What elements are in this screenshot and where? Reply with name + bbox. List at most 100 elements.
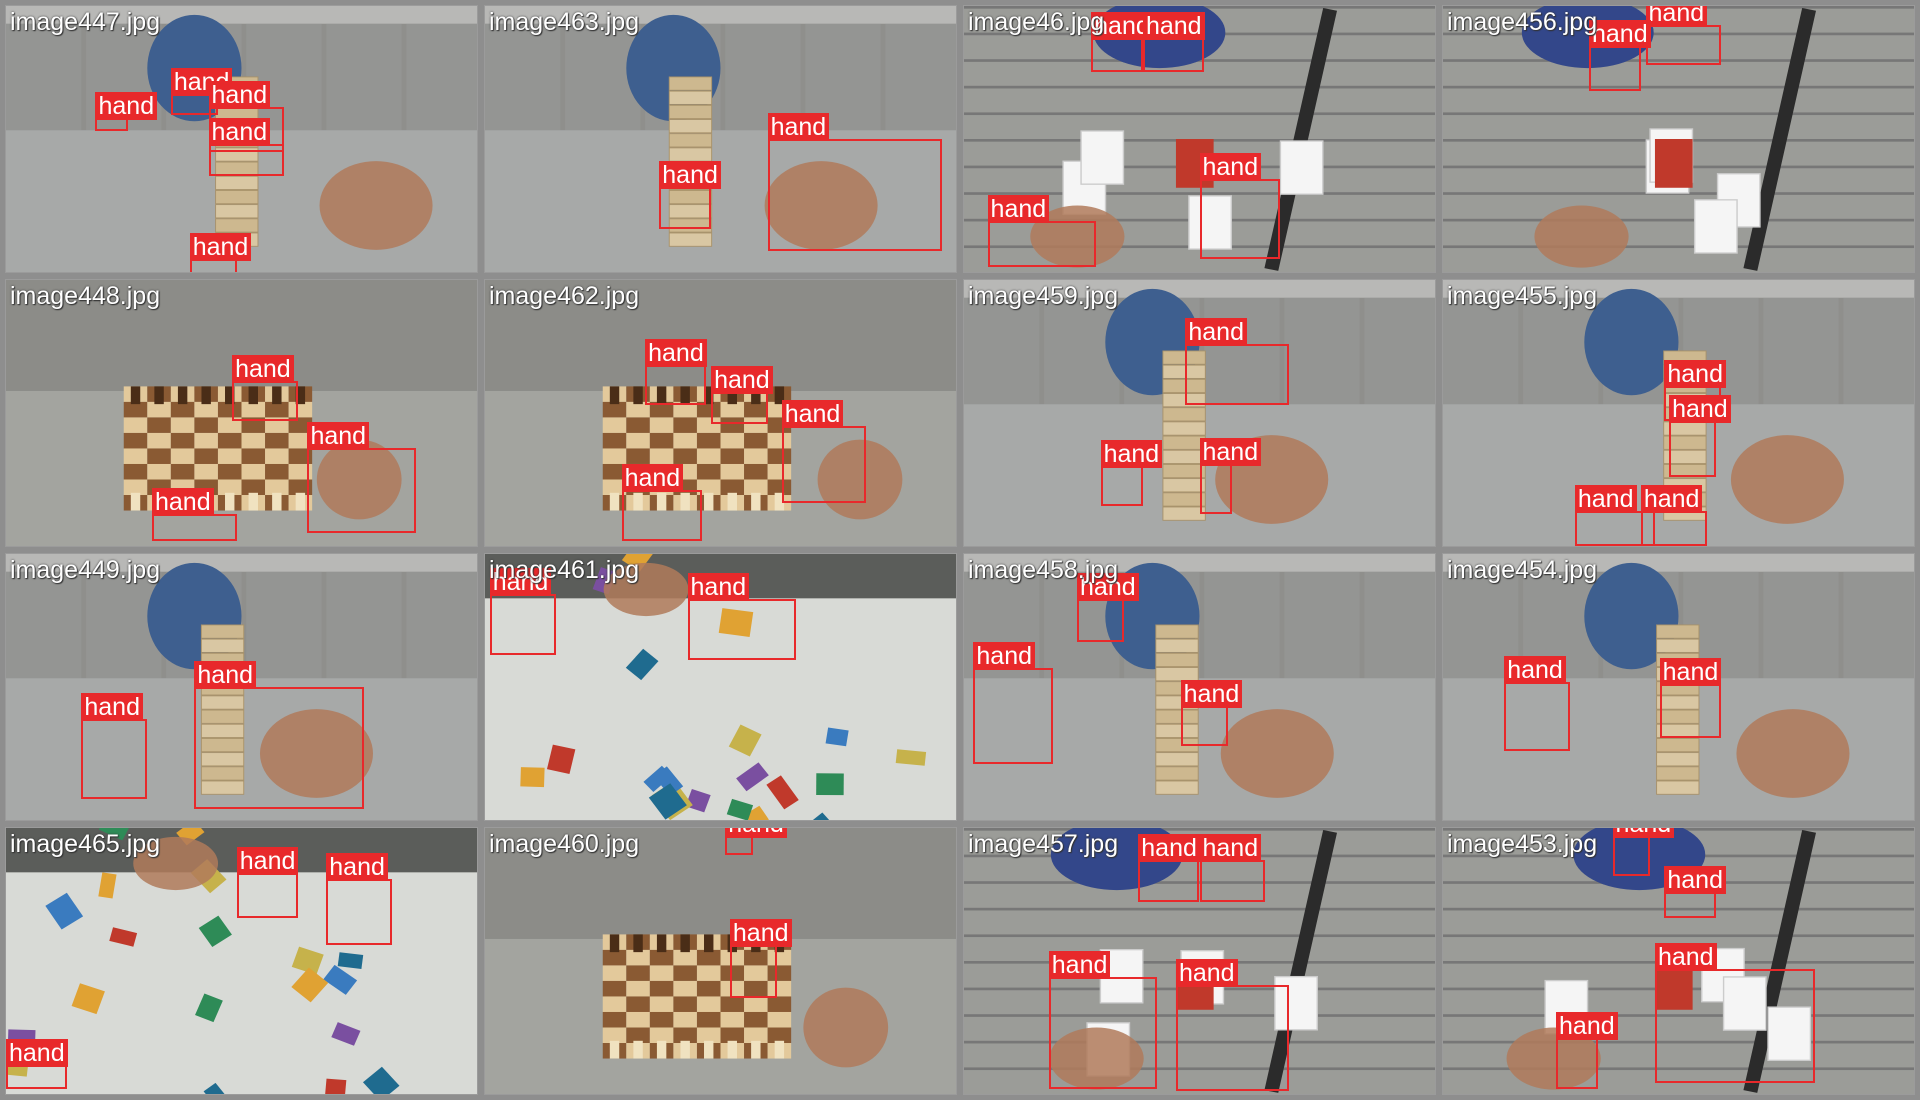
class-label: hand [6,1038,68,1067]
class-label: hand [711,365,773,394]
bounding-box: hand [1645,6,1721,65]
class-label: hand [1574,485,1637,514]
bounding-box: hand [729,919,792,999]
bounding-box: hand [1654,942,1816,1084]
class-label: hand [781,400,844,429]
class-label: hand [1669,394,1731,423]
class-label: hand [208,81,271,110]
bounding-box: hand [1659,658,1722,738]
image-tile: image461.jpg hand hand [484,553,957,821]
bounding-box: hand [687,573,796,661]
bounding-box: hand [1091,11,1153,73]
class-label: hand [194,661,257,689]
bounding-box: hand [189,232,252,272]
class-label: hand [729,919,792,948]
photo-chess [485,280,956,546]
bounding-box: hand [1142,11,1205,73]
filename-label: image453.jpg [1447,830,1598,858]
bounding-box: hand [1669,394,1731,477]
class-label: hand [307,421,370,450]
bounding-box: hand [208,118,284,177]
class-label: hand [1659,658,1722,687]
bounding-box: hand [767,113,942,251]
image-tile: image455.jpg hand hand hand hand [1442,279,1915,547]
class-label: hand [1142,11,1205,40]
bounding-box: hand [1664,360,1726,421]
filename-label: image456.jpg [1447,8,1598,36]
class-label: hand [687,573,750,602]
image-tile: image454.jpg hand hand [1442,553,1915,821]
bounding-box: hand [621,464,702,541]
class-label: hand [208,118,271,147]
image-tile: image447.jpg hand hand hand hand hand [5,5,478,273]
bounding-box: hand [725,828,787,855]
photo-jenga [1443,280,1914,546]
bounding-box: hand [645,339,707,405]
image-tile: image448.jpg hand hand hand [5,279,478,547]
class-label: hand [152,488,214,517]
filename-label: image454.jpg [1447,556,1598,584]
class-label: hand [987,195,1050,224]
filename-label: image447.jpg [10,8,161,36]
class-label: hand [1640,485,1703,514]
photo-jenga [6,554,477,820]
bounding-box: hand [1185,317,1289,405]
image-tile: image463.jpg hand hand [484,5,957,273]
image-tile: image462.jpg hand hand hand hand [484,279,957,547]
class-label: hand [1199,152,1262,181]
bounding-box: hand [1574,485,1655,546]
image-tile: image456.jpg hand hand [1442,5,1915,273]
class-label: hand [326,852,388,881]
class-label: hand [236,847,299,876]
class-label: hand [1091,11,1153,40]
bounding-box: hand [1556,1012,1618,1089]
bounding-box: hand [307,421,416,533]
class-label: hand [1138,833,1200,862]
class-label: hand [1504,655,1566,684]
class-label: hand [95,91,158,120]
filename-label: image455.jpg [1447,282,1598,310]
image-tile: image46.jpg hand hand hand hand [963,5,1436,273]
bounding-box: hand [232,355,299,421]
bounding-box: hand [1199,833,1266,903]
class-label: hand [767,113,830,141]
class-label: hand [725,828,787,838]
filename-label: image46.jpg [968,8,1105,36]
photo-jenga [485,6,956,272]
image-tile: image457.jpg hand hand hand hand [963,827,1436,1095]
class-label: hand [621,464,684,493]
filename-label: image449.jpg [10,556,161,584]
bounding-box: hand [1199,437,1262,515]
class-label: hand [489,567,552,596]
bounding-box: hand [973,642,1054,765]
bounding-box: hand [1180,679,1243,746]
image-tile: image459.jpg hand hand hand [963,279,1436,547]
bounding-box: hand [1048,950,1158,1089]
class-label: hand [1077,573,1139,602]
filename-label: image463.jpg [489,8,640,36]
image-tile: image453.jpg hand hand hand hand [1442,827,1915,1095]
photo-jenga [964,554,1435,820]
photo-cards [964,6,1435,272]
filename-label: image448.jpg [10,282,161,310]
bounding-box: hand [1199,152,1280,259]
class-label: hand [1589,19,1651,48]
bounding-box: hand [208,81,284,153]
class-label: hand [1664,865,1726,894]
class-label: hand [645,339,707,368]
bounding-box: hand [1640,485,1707,546]
filename-label: image465.jpg [10,830,161,858]
bounding-box: hand [152,488,237,541]
class-label: hand [1664,360,1726,389]
class-label: hand [1654,942,1717,971]
class-label: hand [1556,1012,1618,1041]
class-label: hand [659,160,721,189]
bounding-box: hand [1175,958,1289,1092]
class-label: hand [1612,828,1675,838]
class-label: hand [189,232,252,261]
class-label: hand [232,355,294,384]
class-label: hand [1048,950,1111,979]
bounding-box: hand [711,365,773,424]
bounding-box: hand [1100,440,1163,507]
